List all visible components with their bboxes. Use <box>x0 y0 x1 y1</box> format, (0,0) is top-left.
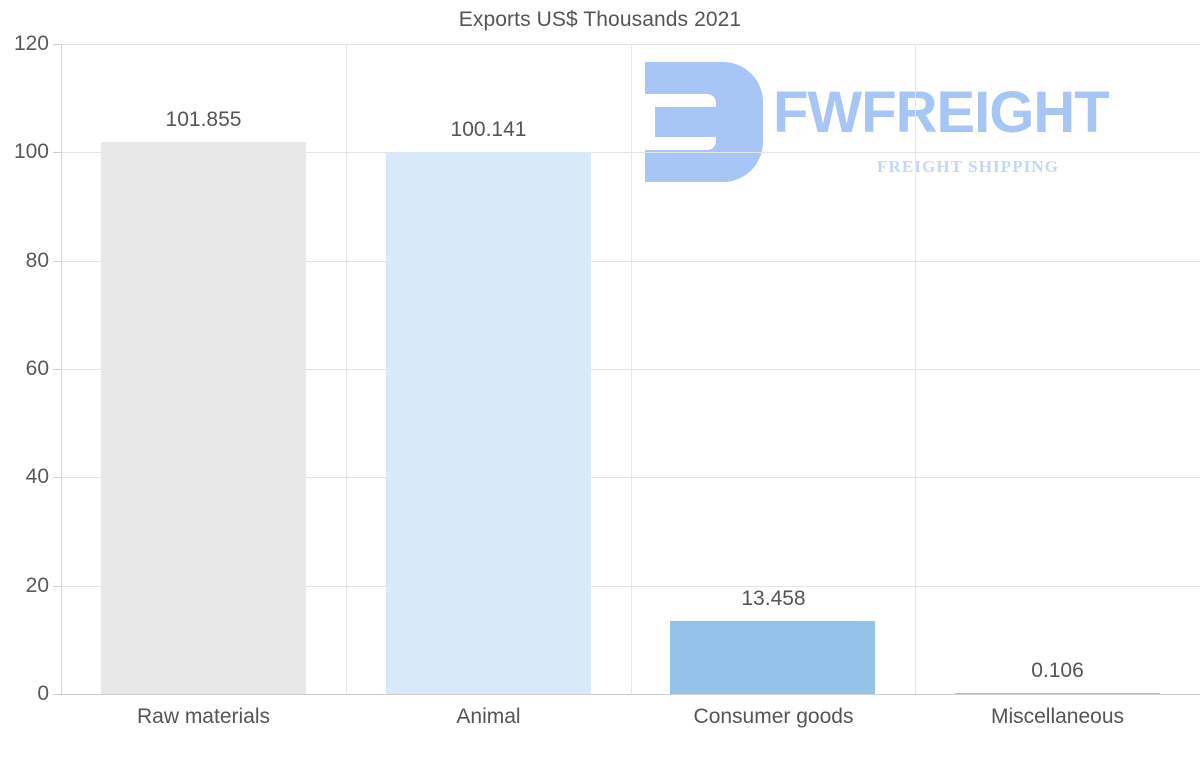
gridline-horizontal <box>61 152 1200 154</box>
x-axis-tick-label: Consumer goods <box>693 705 854 728</box>
y-axis-tick-label: 0 <box>37 682 49 705</box>
gridline-horizontal <box>61 477 1200 479</box>
y-axis-tick-label: 60 <box>25 357 49 380</box>
bar-value-label: 101.855 <box>165 108 242 132</box>
gridline-horizontal <box>61 44 1200 45</box>
y-axis-tick-label: 40 <box>25 465 49 489</box>
bar-value-label: 100.141 <box>450 117 527 141</box>
gridline-horizontal <box>61 369 1200 370</box>
bar[interactable] <box>386 151 591 694</box>
gridline-vertical <box>915 44 916 694</box>
bar[interactable] <box>670 621 875 694</box>
plot-area <box>61 44 1200 695</box>
y-axis-line <box>61 44 62 695</box>
chart-title: Exports US$ Thousands 2021 <box>458 8 742 31</box>
gridline-vertical <box>346 44 347 694</box>
y-axis-tick-mark <box>53 44 61 45</box>
y-axis-tick-mark <box>53 585 61 587</box>
x-axis-tick-label: Animal <box>456 705 521 728</box>
y-axis-tick-mark <box>53 694 61 695</box>
gridline-vertical <box>631 44 632 694</box>
y-axis-tick-label: 120 <box>13 32 49 55</box>
y-axis-tick-label: 20 <box>25 573 49 597</box>
gridline-horizontal <box>61 585 1200 587</box>
gridline-horizontal <box>61 260 1200 262</box>
x-axis-tick-label: Raw materials <box>136 705 271 728</box>
y-axis-tick-mark <box>53 260 61 262</box>
y-axis-tick-label: 80 <box>25 248 49 272</box>
y-axis-tick-mark <box>53 152 61 154</box>
bar[interactable] <box>955 693 1160 694</box>
bar-value-label: 0.106 <box>1031 659 1084 683</box>
x-axis-line <box>53 694 1200 695</box>
y-axis-tick-mark <box>53 477 61 479</box>
y-axis-tick-label: 100 <box>13 140 49 164</box>
bar-value-label: 13.458 <box>741 587 806 611</box>
x-axis-tick-label: Miscellaneous <box>990 705 1125 728</box>
y-axis-tick-mark <box>53 369 61 370</box>
bar[interactable] <box>101 142 306 694</box>
